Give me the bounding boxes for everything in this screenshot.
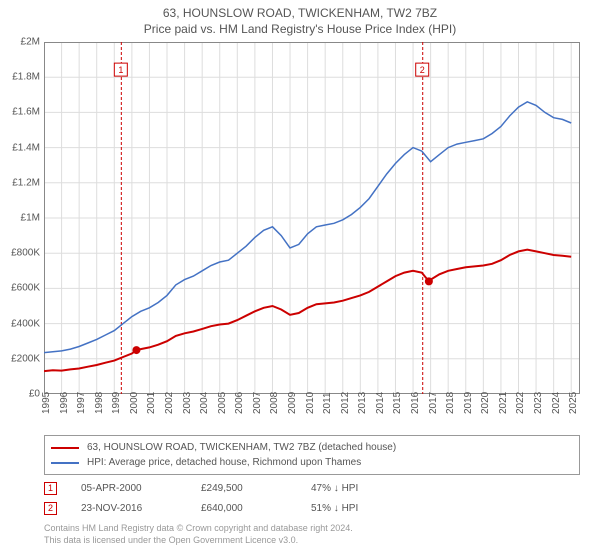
x-tick-label: 2008 (269, 392, 280, 414)
sale-marker-box: 1 (44, 482, 57, 495)
legend-box: 63, HOUNSLOW ROAD, TWICKENHAM, TW2 7BZ (… (44, 435, 580, 475)
x-tick-label: 2015 (392, 392, 403, 414)
x-tick-label: 2011 (322, 392, 333, 414)
sale-pct: 51% ↓ HPI (311, 503, 431, 514)
x-tick-label: 2016 (410, 392, 421, 414)
footer-attribution: Contains HM Land Registry data © Crown c… (44, 522, 580, 546)
y-axis-labels: £0£200K£400K£600K£800K£1M£1.2M£1.4M£1.6M… (4, 42, 40, 394)
x-tick-label: 2017 (428, 392, 439, 414)
legend-row: HPI: Average price, detached house, Rich… (51, 455, 573, 470)
sale-price: £640,000 (201, 503, 311, 514)
x-tick-label: 2020 (480, 392, 491, 414)
x-tick-label: 2024 (551, 392, 562, 414)
sale-row: 1 05-APR-2000£249,50047% ↓ HPI (44, 478, 580, 498)
x-tick-label: 2007 (252, 392, 263, 414)
sale-date: 23-NOV-2016 (81, 503, 201, 514)
x-tick-label: 2023 (533, 392, 544, 414)
x-tick-label: 1997 (76, 392, 87, 414)
y-tick-label: £1.6M (12, 107, 40, 118)
x-tick-label: 1995 (41, 392, 52, 414)
y-tick-label: £400K (11, 318, 40, 329)
x-tick-label: 2009 (287, 392, 298, 414)
y-tick-label: £1.4M (12, 142, 40, 153)
y-tick-label: £2M (21, 37, 40, 48)
sale-pct: 47% ↓ HPI (311, 483, 431, 494)
x-tick-label: 2003 (182, 392, 193, 414)
sale-date: 05-APR-2000 (81, 483, 201, 494)
x-tick-label: 2000 (129, 392, 140, 414)
legend-row: 63, HOUNSLOW ROAD, TWICKENHAM, TW2 7BZ (… (51, 440, 573, 455)
sale-row: 2 23-NOV-2016£640,00051% ↓ HPI (44, 498, 580, 518)
footer-line: Contains HM Land Registry data © Crown c… (44, 522, 580, 534)
x-tick-label: 2025 (568, 392, 579, 414)
chart-title: 63, HOUNSLOW ROAD, TWICKENHAM, TW2 7BZ (0, 0, 600, 20)
x-tick-label: 2019 (463, 392, 474, 414)
sale-marker-box: 2 (44, 502, 57, 515)
sale-price: £249,500 (201, 483, 311, 494)
x-tick-label: 1998 (94, 392, 105, 414)
chart-container: 63, HOUNSLOW ROAD, TWICKENHAM, TW2 7BZ P… (0, 0, 600, 560)
plot-svg: 12 (44, 42, 580, 394)
y-tick-label: £0 (29, 389, 40, 400)
x-tick-label: 2021 (498, 392, 509, 414)
chart-subtitle: Price paid vs. HM Land Registry's House … (0, 20, 600, 36)
x-tick-label: 2006 (234, 392, 245, 414)
x-axis-labels: 1995199619971998199920002001200220032004… (44, 400, 580, 440)
y-tick-label: £200K (11, 353, 40, 364)
x-tick-label: 1999 (111, 392, 122, 414)
x-tick-label: 2002 (164, 392, 175, 414)
legend-swatch (51, 462, 79, 464)
x-tick-label: 2001 (146, 392, 157, 414)
legend-label: HPI: Average price, detached house, Rich… (87, 457, 361, 468)
x-tick-label: 2012 (340, 392, 351, 414)
x-tick-label: 2004 (199, 392, 210, 414)
x-tick-label: 2005 (217, 392, 228, 414)
x-tick-label: 2010 (305, 392, 316, 414)
x-tick-label: 2013 (357, 392, 368, 414)
y-tick-label: £1M (21, 213, 40, 224)
legend-label: 63, HOUNSLOW ROAD, TWICKENHAM, TW2 7BZ (… (87, 442, 396, 453)
y-tick-label: £800K (11, 248, 40, 259)
x-tick-label: 2022 (515, 392, 526, 414)
y-tick-label: £1.2M (12, 177, 40, 188)
sales-table: 1 05-APR-2000£249,50047% ↓ HPI 2 23-NOV-201… (44, 478, 580, 518)
svg-text:1: 1 (118, 65, 123, 75)
x-tick-label: 2014 (375, 392, 386, 414)
legend-swatch (51, 447, 79, 449)
y-tick-label: £600K (11, 283, 40, 294)
chart-area: 12 £0£200K£400K£600K£800K£1M£1.2M£1.4M£1… (44, 42, 580, 394)
x-tick-label: 1996 (59, 392, 70, 414)
svg-text:2: 2 (420, 65, 425, 75)
x-tick-label: 2018 (445, 392, 456, 414)
footer-line: This data is licensed under the Open Gov… (44, 534, 580, 546)
y-tick-label: £1.8M (12, 72, 40, 83)
